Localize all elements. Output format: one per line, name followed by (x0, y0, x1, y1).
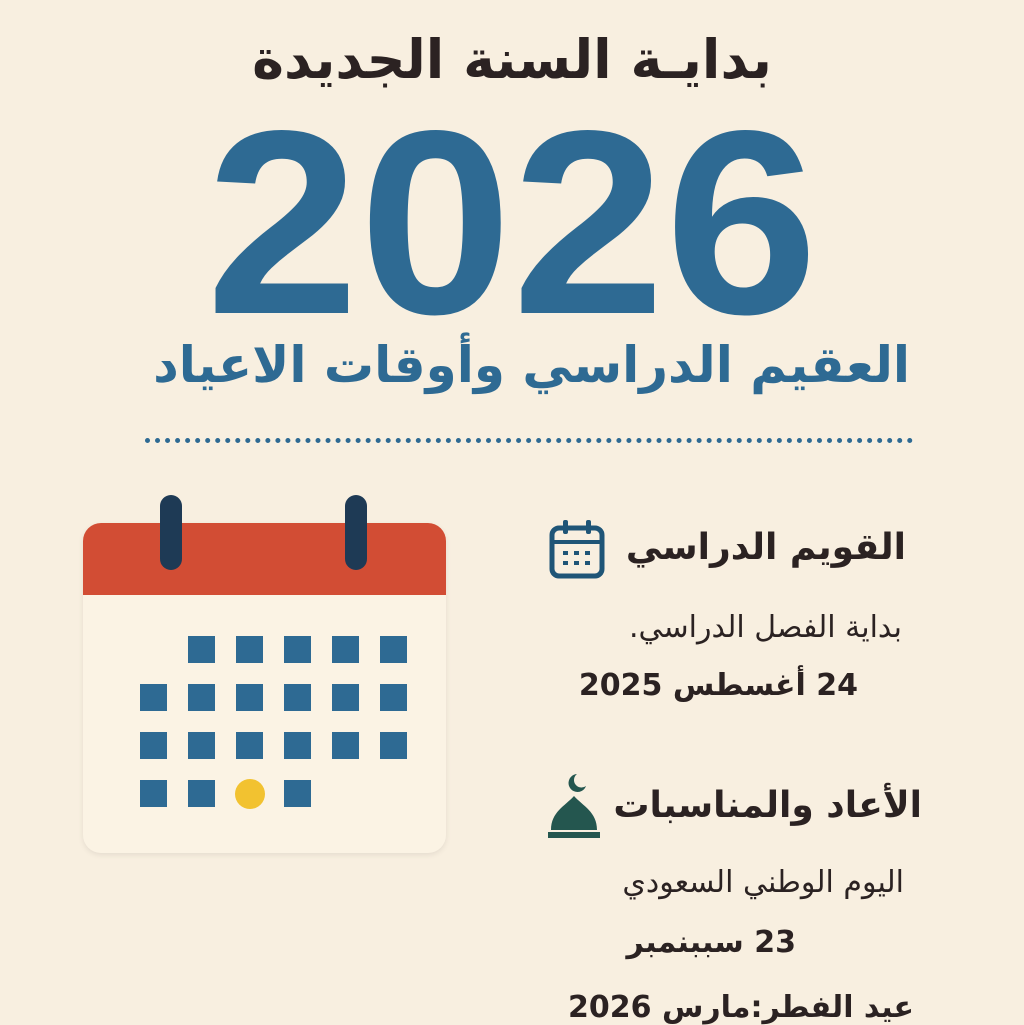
calendar-day-cell (284, 732, 311, 759)
holiday-line-3: عيد الفطر:مارس 2026 (568, 990, 914, 1025)
section-heading-academic: القويم الدراسي (549, 518, 906, 580)
subtitle: العقيم الدراسي وأوقات الاعياد (153, 336, 910, 394)
calendar-day-cell (380, 636, 407, 663)
page-title: بدايـة السنة الجديدة (252, 28, 772, 91)
calendar-day-cell (284, 684, 311, 711)
calendar-day-cell (236, 636, 263, 663)
calendar-day-cell (188, 636, 215, 663)
calendar-ring-left (160, 495, 182, 570)
calendar-illustration (83, 523, 446, 853)
calendar-day-cell (284, 780, 311, 807)
holiday-line-1: اليوم الوطني السعودي (622, 865, 904, 900)
calendar-day-cell (140, 684, 167, 711)
section-heading-holidays: الأعاد والمناسبات (547, 772, 922, 842)
calendar-day-cell (188, 732, 215, 759)
calendar-day-cell (284, 636, 311, 663)
calendar-day-cell (236, 732, 263, 759)
calendar-day-cell (188, 780, 215, 807)
calendar-day-cell (332, 732, 359, 759)
academic-line-1: بداية الفصل الدراسي. (628, 610, 902, 645)
calendar-day-cell (380, 684, 407, 711)
calendar-day-cell (140, 732, 167, 759)
calendar-header (83, 523, 446, 595)
calendar-day-cell (140, 780, 167, 807)
calendar-day-cell (188, 684, 215, 711)
calendar-ring-right (345, 495, 367, 570)
dotted-divider (145, 438, 913, 443)
holiday-line-2: 23 سببنمبر (626, 925, 796, 960)
calendar-day-cell (380, 732, 407, 759)
calendar-highlighted-day (235, 779, 265, 809)
calendar-day-cell (332, 636, 359, 663)
calendar-day-cell (236, 684, 263, 711)
calendar-icon (549, 520, 605, 579)
academic-line-2: 24 أغسطس 2025 (578, 668, 858, 703)
calendar-day-cell (332, 684, 359, 711)
year-heading: 2026 (205, 76, 818, 369)
mosque-dome-icon (547, 774, 600, 838)
